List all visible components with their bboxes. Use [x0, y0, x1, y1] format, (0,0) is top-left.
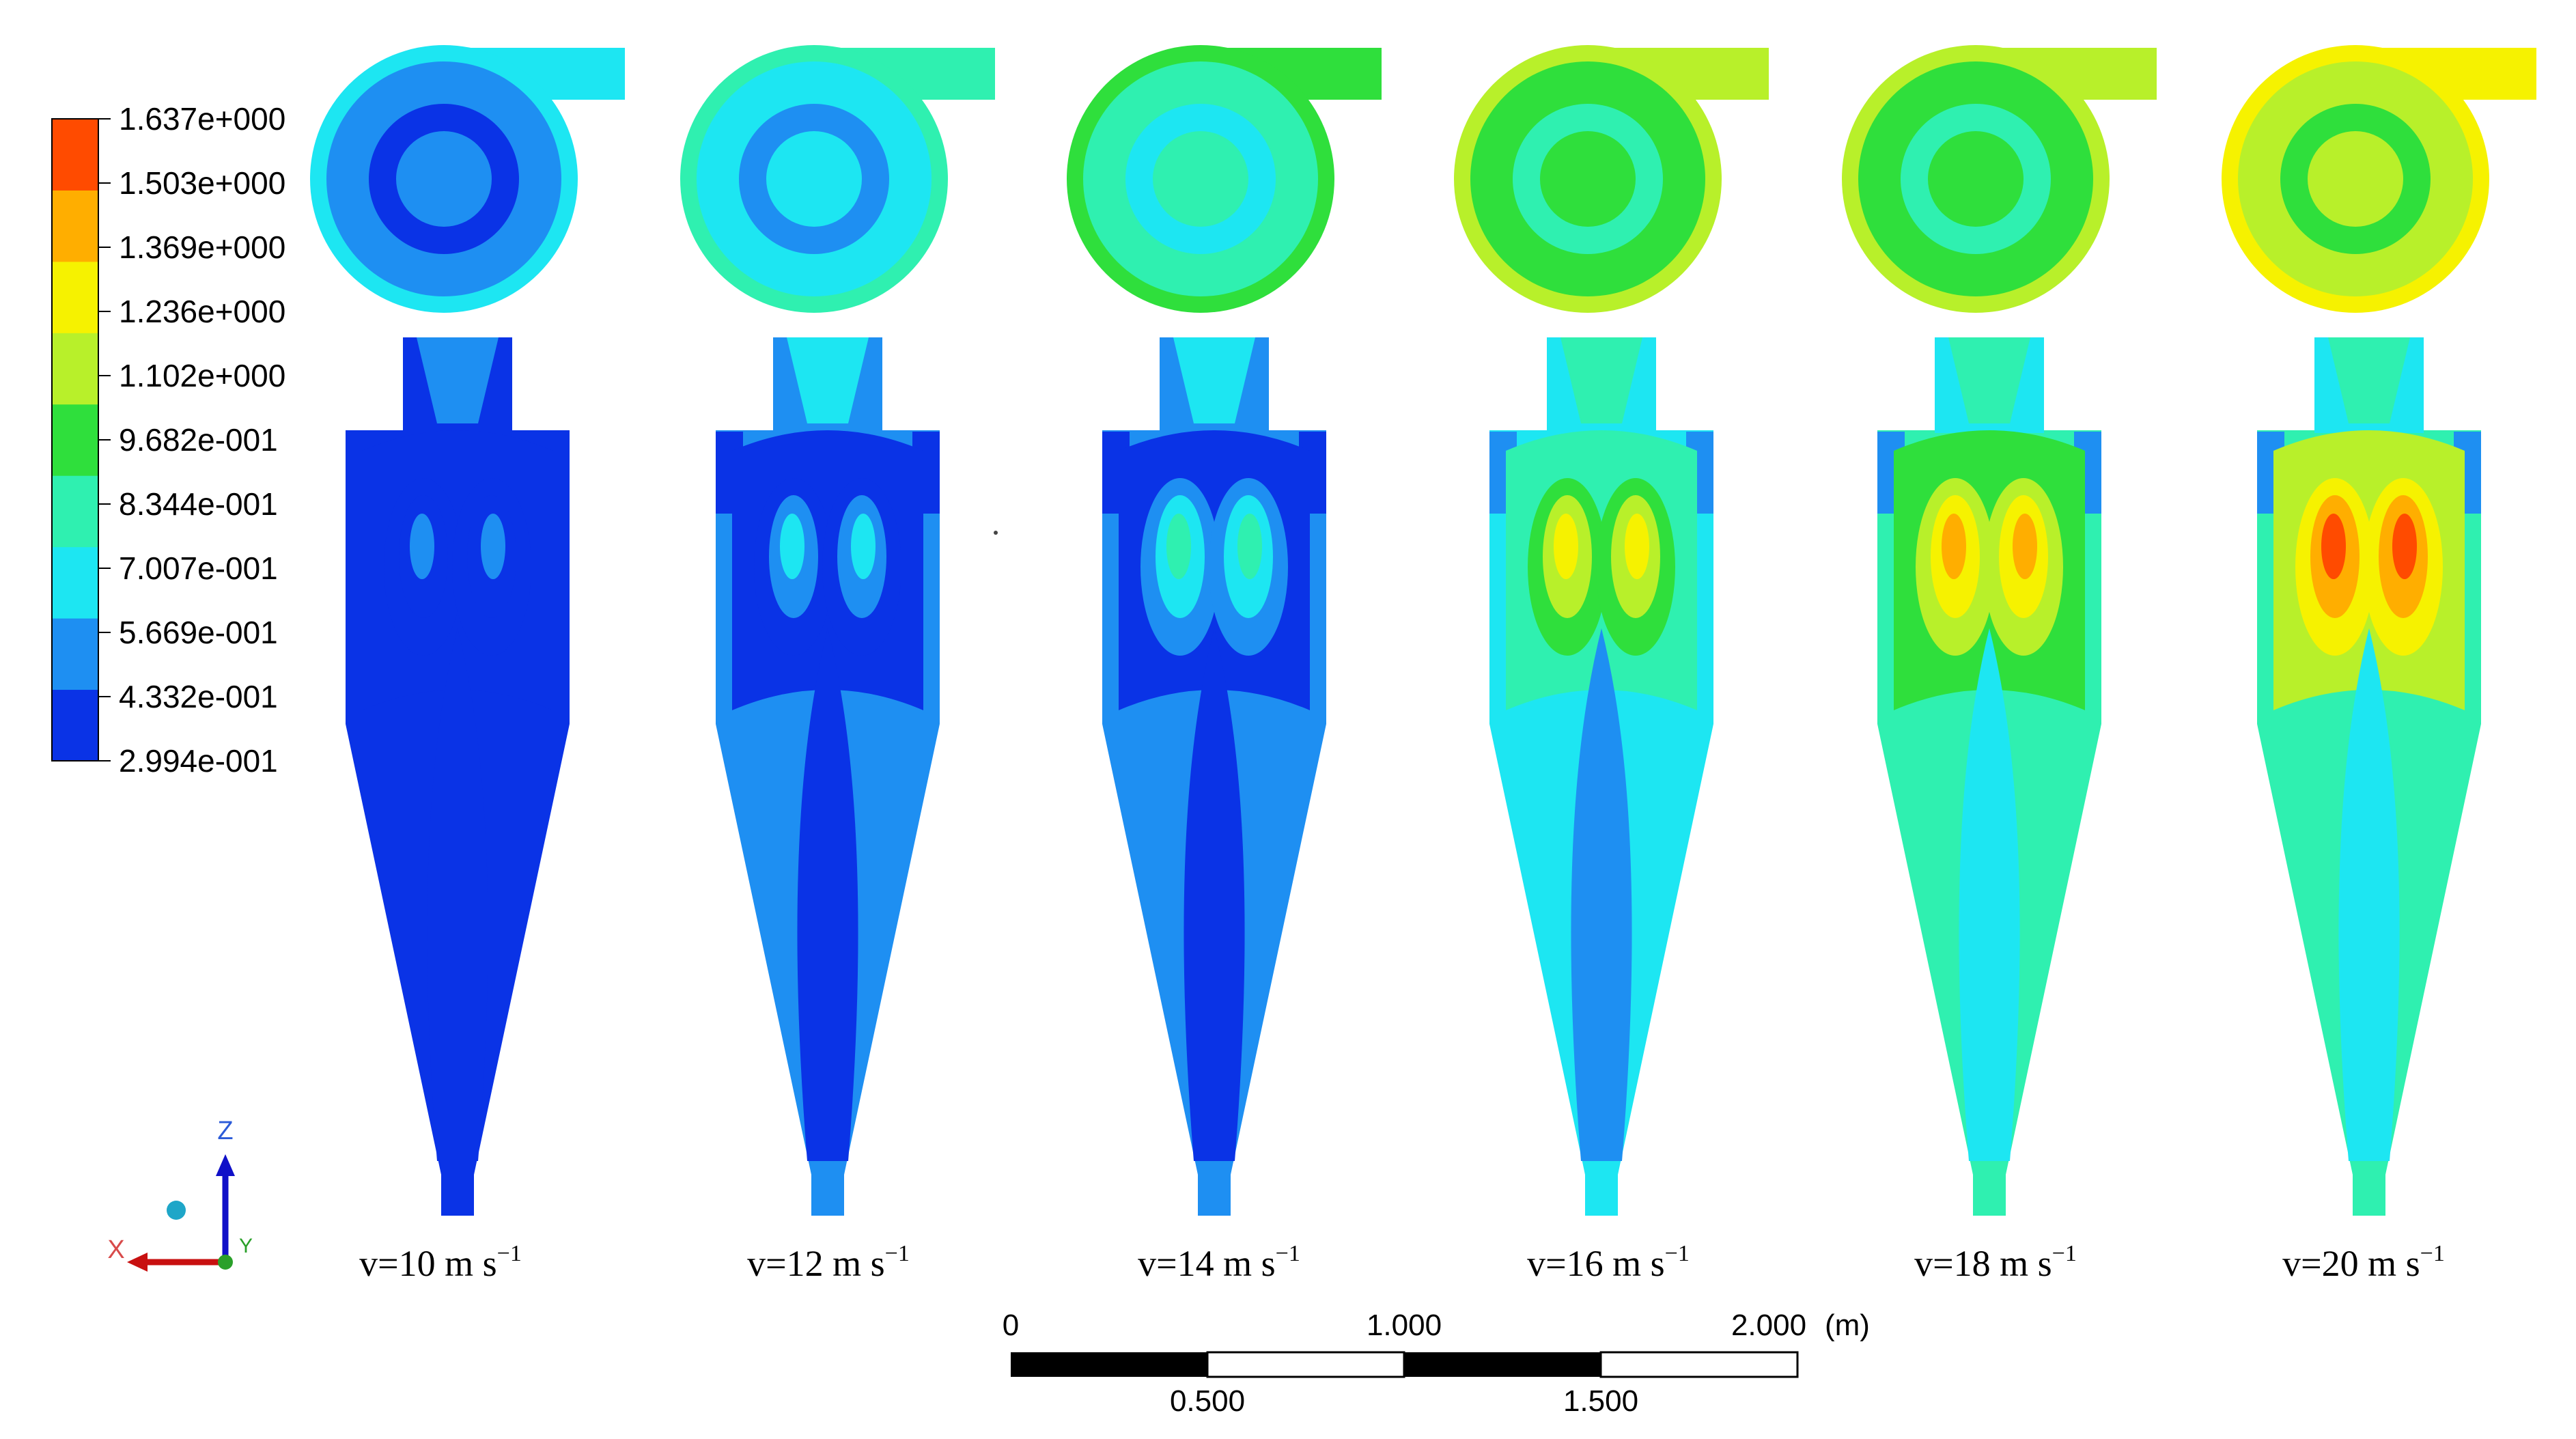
stray-dot: [994, 531, 998, 535]
scale-label-1500: 1.500: [1563, 1384, 1638, 1418]
legend-band: [52, 546, 98, 619]
x-axis-arrow: [127, 1253, 148, 1272]
x-axis-label: X: [107, 1235, 124, 1264]
cyclone-panel: v=10 m s−1: [310, 45, 625, 1284]
case-label-superscript: −1: [497, 1241, 522, 1266]
scale-label-0: 0: [1003, 1309, 1019, 1342]
cyclone-panel: v=16 m s−1: [1454, 45, 1769, 1284]
scale-bar: 0 1.000 2.000 (m) 0.500 1.500: [1003, 1309, 1870, 1418]
central-core: [427, 628, 488, 1161]
vortex-finder-core: [1173, 337, 1255, 423]
scale-segment-2: [1206, 1351, 1405, 1378]
case-label: v=18 m s−1: [1914, 1241, 2077, 1284]
cyclone-panel: v=14 m s−1: [1067, 45, 1382, 1284]
lobe-right-core: [481, 514, 505, 579]
legend-color-bands: [52, 119, 98, 762]
case-label-text: v=20 m s: [2282, 1243, 2420, 1284]
case-label: v=10 m s−1: [359, 1241, 522, 1284]
cyclone-panel: v=18 m s−1: [1842, 45, 2157, 1284]
legend-band: [52, 475, 98, 548]
y-axis-dot: [218, 1255, 233, 1270]
scale-segment-1: [1011, 1352, 1207, 1377]
z-axis-arrow: [216, 1154, 235, 1176]
case-label-superscript: −1: [1276, 1241, 1300, 1266]
scroll-core: [1540, 131, 1636, 227]
cyclone-panels: v=10 m s−1 v=12 m s−1 v=14 m s−1 v=16 m s−1…: [310, 45, 2536, 1284]
legend-band: [52, 404, 98, 476]
y-axis-label: Y: [239, 1235, 253, 1257]
scroll-core: [2308, 131, 2403, 227]
legend-label: 1.637e+000: [119, 101, 285, 137]
scale-segment-3: [1404, 1352, 1601, 1377]
central-core: [2338, 628, 2400, 1161]
case-label-superscript: −1: [1665, 1241, 1690, 1266]
lobe-left-core: [1942, 514, 1966, 579]
scale-segment-4: [1599, 1351, 1799, 1378]
vortex-finder-core: [2328, 337, 2410, 423]
case-label: v=16 m s−1: [1527, 1241, 1690, 1284]
axis-triad: Z X Y: [107, 1117, 253, 1272]
case-label-superscript: −1: [885, 1241, 910, 1266]
legend-label: 1.236e+000: [119, 294, 285, 329]
lobe-left-core: [780, 514, 804, 579]
legend-band: [52, 119, 98, 191]
color-legend: 2.994e-001 4.332e-001 5.669e-001 7.007e-001…: [51, 101, 285, 779]
legend-band: [52, 190, 98, 262]
scale-label-0500: 0.500: [1170, 1384, 1245, 1418]
case-label: v=12 m s−1: [747, 1241, 910, 1284]
case-label-text: v=18 m s: [1914, 1243, 2052, 1284]
scroll-core: [1153, 131, 1248, 227]
legend-band: [52, 618, 98, 690]
legend-band: [52, 689, 98, 762]
vortex-finder-core: [417, 337, 499, 423]
case-label-superscript: −1: [2052, 1241, 2077, 1266]
lobe-right-core: [1237, 514, 1262, 579]
cyclone-panel: v=20 m s−1: [2222, 45, 2536, 1284]
vortex-finder-core: [787, 337, 869, 423]
legend-band: [52, 333, 98, 405]
legend-labels: 2.994e-001 4.332e-001 5.669e-001 7.007e-001…: [98, 101, 285, 779]
lobe-right-core: [851, 514, 876, 579]
lobe-left-core: [1166, 514, 1191, 579]
scroll-core: [1928, 131, 2024, 227]
vortex-finder-core: [1948, 337, 2030, 423]
central-core: [797, 628, 858, 1161]
legend-label: 1.369e+000: [119, 229, 285, 265]
case-label-text: v=14 m s: [1138, 1243, 1275, 1284]
legend-label: 7.007e-001: [119, 550, 278, 586]
scale-label-2000: 2.000: [1731, 1309, 1806, 1342]
lobe-left-core: [410, 514, 434, 579]
legend-label: 2.994e-001: [119, 743, 278, 779]
central-core: [1184, 628, 1245, 1161]
case-label-text: v=10 m s: [359, 1243, 496, 1284]
central-core: [1959, 628, 2020, 1161]
lobe-left-core: [2321, 514, 2346, 579]
lobe-right-core: [2392, 514, 2417, 579]
legend-label: 8.344e-001: [119, 486, 278, 522]
scale-unit: (m): [1825, 1309, 1870, 1342]
scroll-core: [396, 131, 492, 227]
central-core: [1571, 628, 1632, 1161]
scroll-core: [766, 131, 862, 227]
lobe-right-core: [1625, 514, 1649, 579]
case-label-superscript: −1: [2420, 1241, 2445, 1266]
case-label-text: v=12 m s: [747, 1243, 884, 1284]
case-label-text: v=16 m s: [1527, 1243, 1664, 1284]
legend-label: 9.682e-001: [119, 422, 278, 458]
legend-label: 1.503e+000: [119, 165, 285, 201]
legend-band: [52, 261, 98, 333]
scale-label-1000: 1.000: [1367, 1309, 1442, 1342]
lobe-left-core: [1554, 514, 1578, 579]
case-label: v=20 m s−1: [2282, 1241, 2445, 1284]
z-axis-label: Z: [217, 1117, 233, 1145]
lobe-right-core: [2013, 514, 2037, 579]
view-sphere: [167, 1201, 186, 1220]
legend-label: 4.332e-001: [119, 679, 278, 714]
cyclone-panel: v=12 m s−1: [680, 45, 995, 1284]
case-label: v=14 m s−1: [1138, 1241, 1300, 1284]
legend-label: 5.669e-001: [119, 615, 278, 650]
vortex-finder-core: [1560, 337, 1642, 423]
legend-label: 1.102e+000: [119, 358, 285, 393]
